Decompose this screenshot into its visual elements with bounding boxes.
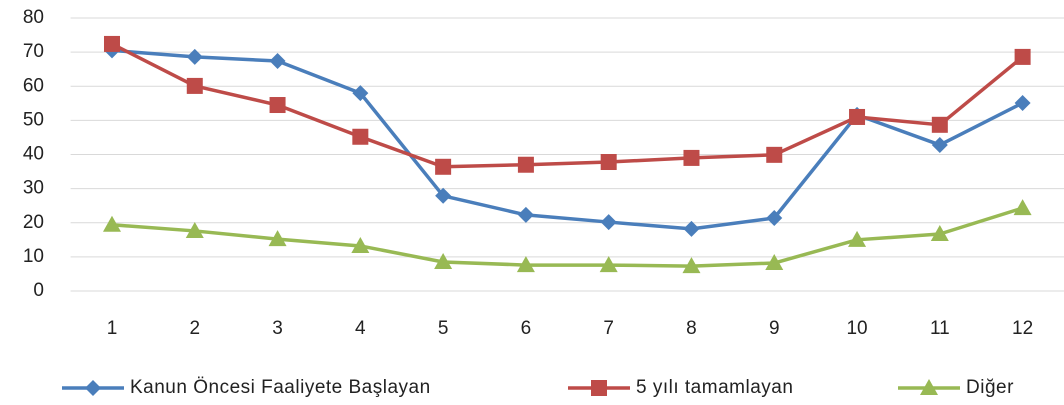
marker xyxy=(683,220,700,237)
marker xyxy=(931,116,948,133)
marker xyxy=(765,254,784,271)
y-tick-label: 10 xyxy=(23,246,44,267)
marker xyxy=(930,225,949,242)
marker xyxy=(683,149,700,166)
marker xyxy=(435,158,452,175)
marker xyxy=(766,146,783,163)
y-tick-label: 30 xyxy=(23,178,44,199)
marker xyxy=(434,252,453,269)
legend-marker xyxy=(85,380,101,396)
x-tick-label: 5 xyxy=(438,318,449,339)
marker xyxy=(849,108,866,125)
legend-label: Kanun Öncesi Faaliyete Başlayan xyxy=(130,377,431,398)
x-tick-label: 10 xyxy=(846,318,867,339)
marker xyxy=(103,35,120,52)
y-tick-label: 40 xyxy=(23,144,44,165)
marker xyxy=(600,154,617,171)
y-tick-label: 80 xyxy=(23,7,44,28)
x-tick-label: 1 xyxy=(107,318,118,339)
marker xyxy=(269,97,286,114)
series-line xyxy=(111,48,1024,231)
x-tick-label: 7 xyxy=(603,318,614,339)
marker xyxy=(351,236,370,253)
marker xyxy=(352,85,369,102)
marker xyxy=(516,256,535,273)
y-tick-label: 70 xyxy=(23,41,44,62)
series-line xyxy=(111,206,1024,268)
marker xyxy=(435,187,452,204)
marker xyxy=(186,48,203,65)
legend-label: 5 yılı tamamlayan xyxy=(636,377,793,398)
x-tick-label: 2 xyxy=(189,318,200,339)
marker xyxy=(517,206,534,223)
legend: Kanun Öncesi Faaliyete Başlayan 5 yılı ta… xyxy=(62,377,1014,398)
series xyxy=(103,42,1031,237)
marker xyxy=(269,52,286,69)
y-tick-label: 20 xyxy=(23,212,44,233)
y-tick-label: 0 xyxy=(33,280,44,301)
marker xyxy=(1014,48,1031,65)
series xyxy=(102,199,1032,274)
x-tick-label: 6 xyxy=(521,318,532,339)
marker xyxy=(600,214,617,231)
x-tick-label: 4 xyxy=(355,318,366,339)
x-tick-label: 11 xyxy=(930,318,950,339)
marker xyxy=(766,209,783,226)
marker xyxy=(848,230,867,247)
marker xyxy=(599,256,618,273)
y-tick-label: 50 xyxy=(23,109,44,130)
x-tick-label: 9 xyxy=(769,318,780,339)
marker xyxy=(517,156,534,173)
marker xyxy=(268,230,287,247)
marker xyxy=(185,221,204,238)
legend-label: Diğer xyxy=(966,377,1014,398)
marker xyxy=(682,257,701,274)
x-tick-label: 12 xyxy=(1012,318,1033,339)
marker xyxy=(1014,94,1031,111)
series xyxy=(103,35,1031,175)
marker xyxy=(186,77,203,94)
legend-marker xyxy=(920,379,938,395)
marker xyxy=(102,215,121,232)
marker xyxy=(1013,199,1032,216)
x-tick-label: 3 xyxy=(272,318,283,339)
marker xyxy=(352,128,369,145)
legend-marker xyxy=(591,380,607,396)
marker xyxy=(931,136,948,153)
x-tick-label: 8 xyxy=(686,318,697,339)
y-tick-label: 60 xyxy=(23,75,44,96)
series-line xyxy=(111,42,1024,169)
